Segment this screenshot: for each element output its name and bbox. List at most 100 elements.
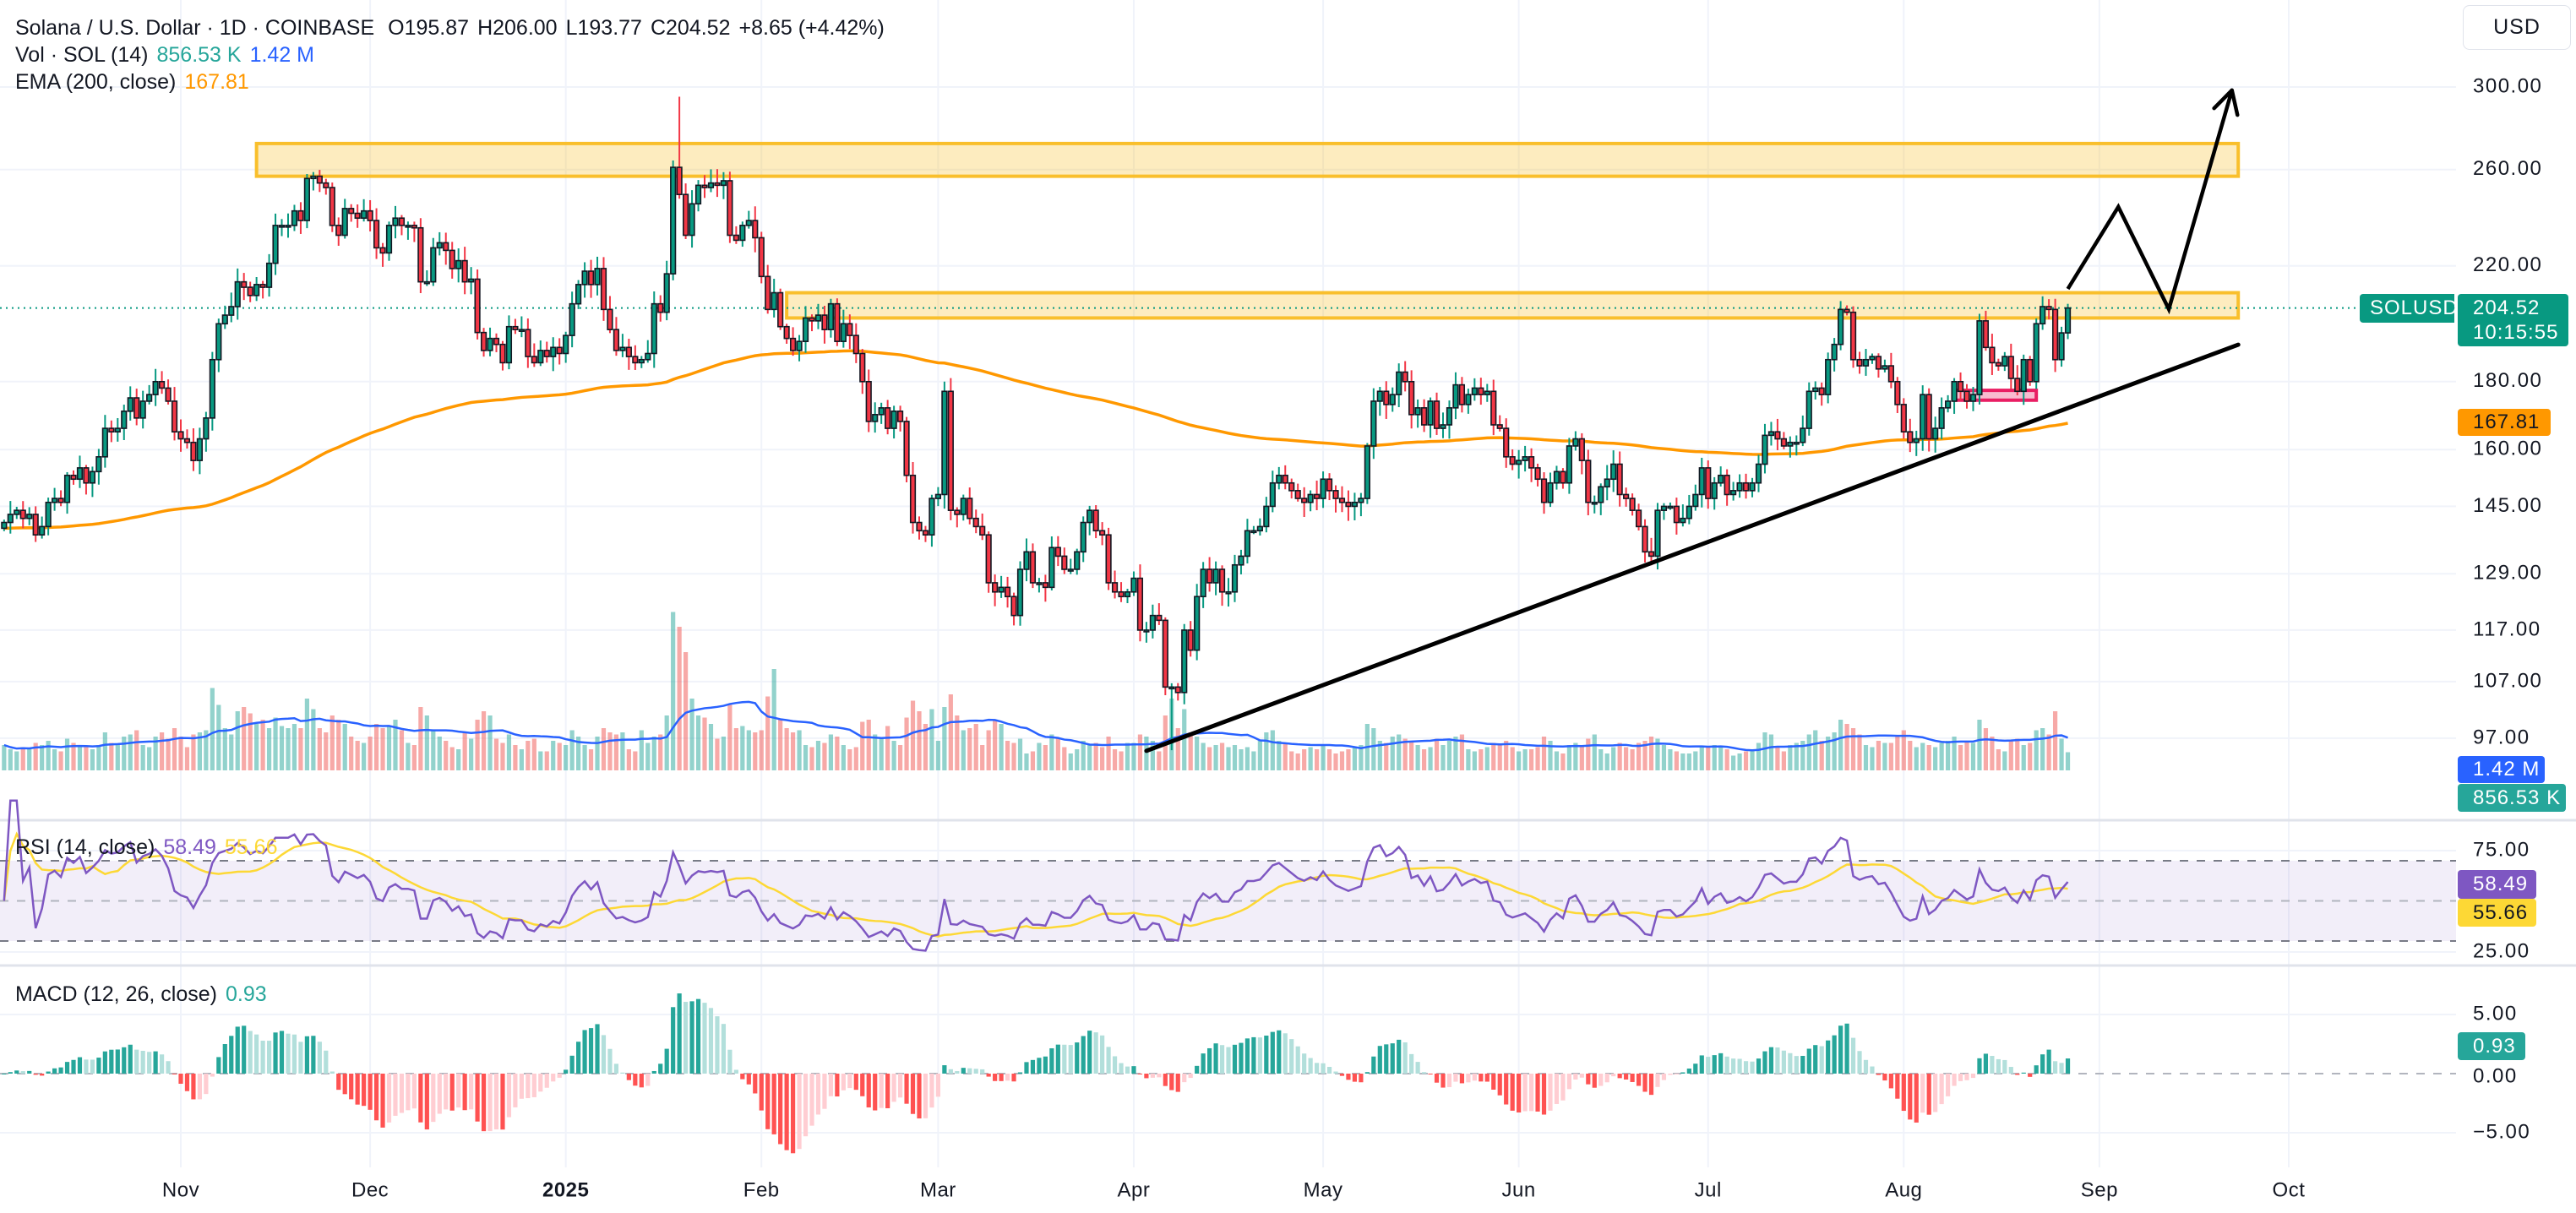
rsi-label[interactable]: RSI (14, close): [15, 835, 155, 859]
candle-body: [1320, 478, 1326, 499]
candle: [890, 405, 897, 439]
candle: [1250, 525, 1257, 535]
volume-ma: [3, 700, 2068, 752]
candle: [1654, 503, 1661, 570]
macd-histogram-bar: [860, 1074, 865, 1096]
macd-histogram-bar: [235, 1026, 240, 1074]
candle: [1560, 468, 1566, 489]
candle: [745, 210, 752, 229]
main-legend: Solana / U.S. Dollar · 1D · COINBASE O195…: [15, 14, 893, 41]
candle-body: [1370, 400, 1377, 447]
candle-body: [70, 474, 77, 481]
candle-body: [827, 302, 835, 330]
volume-bar: [368, 737, 373, 770]
candle: [373, 208, 380, 259]
candle-body: [1509, 456, 1516, 465]
candle-body: [152, 380, 159, 395]
volume-bar: [727, 704, 732, 770]
candle: [297, 202, 304, 234]
macd-histogram-bar: [721, 1024, 727, 1074]
candle: [531, 343, 537, 367]
volume-bar: [14, 751, 19, 770]
candle-body: [1244, 530, 1251, 558]
candle: [1616, 451, 1623, 507]
volume-bar: [595, 737, 600, 770]
macd-histogram-bar: [1112, 1056, 1118, 1074]
candle-body: [1749, 481, 1756, 492]
price-axis-label: 180.00: [2473, 369, 2542, 392]
volume-bar: [1926, 745, 1931, 770]
candle-body: [108, 427, 115, 433]
macd-histogram-bar: [1750, 1061, 1755, 1074]
candle-body: [543, 350, 550, 357]
macd-histogram-bar: [879, 1074, 884, 1108]
arrowhead-icon: [2212, 88, 2234, 111]
macd-histogram-bar: [128, 1044, 133, 1074]
candle-body: [1105, 534, 1112, 584]
candle-body: [916, 521, 923, 532]
candle-body: [411, 225, 417, 229]
candle: [865, 369, 872, 432]
candle-body: [739, 225, 746, 242]
candle-body: [909, 474, 917, 524]
macd-histogram-bar: [260, 1040, 265, 1074]
macd-histogram-bar: [815, 1074, 821, 1115]
macd-histogram-bar: [999, 1074, 1004, 1081]
candle-body: [196, 438, 204, 461]
candle: [430, 237, 437, 286]
candle: [1111, 570, 1119, 599]
candle: [1080, 516, 1086, 563]
volume-bar: [462, 732, 467, 770]
candle: [525, 318, 531, 368]
candle-body: [594, 268, 601, 286]
candle-body: [1610, 463, 1617, 481]
macd-histogram-bar: [1446, 1074, 1452, 1087]
candle-body: [2051, 308, 2059, 361]
candle-body: [518, 329, 525, 332]
candle-body: [1907, 431, 1914, 443]
macd-histogram-bar: [1901, 1074, 1906, 1112]
volume-bar: [1573, 742, 1578, 770]
candle-body: [941, 390, 948, 496]
candle-body: [645, 352, 651, 361]
volume-bar: [96, 745, 101, 770]
volume-bar: [1384, 742, 1389, 770]
candle-body: [1092, 509, 1099, 532]
macd-histogram-bar: [885, 1074, 890, 1108]
macd-histogram-bar: [1277, 1030, 1282, 1074]
volume-bar: [538, 751, 543, 770]
volume-bar: [393, 720, 398, 770]
candle: [878, 402, 885, 424]
candle-body: [651, 302, 657, 355]
ohlc-high: H206.00: [477, 16, 558, 40]
candle: [1364, 443, 1370, 504]
currency-button[interactable]: USD: [2463, 5, 2571, 50]
macd-histogram-bar: [1472, 1074, 1477, 1081]
volume-label[interactable]: Vol · SOL (14): [15, 43, 149, 67]
candle: [789, 327, 797, 356]
macd-histogram-bar: [1712, 1055, 1717, 1074]
volume-bar: [291, 724, 297, 770]
volume-bar: [1788, 745, 1793, 770]
candle: [1604, 465, 1610, 501]
volume-bar: [613, 734, 619, 770]
candle: [316, 170, 323, 193]
candle: [209, 351, 215, 431]
volume-bar: [917, 711, 922, 770]
symbol-title[interactable]: Solana / U.S. Dollar · 1D · COINBASE: [15, 16, 375, 40]
macd-histogram-bar: [1049, 1048, 1054, 1074]
candle: [979, 513, 986, 541]
volume-bar: [1624, 747, 1629, 770]
macd-label[interactable]: MACD (12, 26, close): [15, 982, 217, 1006]
candle: [1149, 604, 1156, 639]
candle: [1730, 481, 1737, 501]
volume-bar: [1339, 751, 1345, 770]
macd-histogram-bar: [557, 1074, 562, 1078]
macd-histogram-bar: [500, 1074, 505, 1130]
candle-body: [638, 358, 645, 364]
candle-body: [361, 209, 368, 220]
ema-label[interactable]: EMA (200, close): [15, 70, 177, 94]
volume-bar: [1453, 737, 1458, 770]
countdown: 10:15:55: [2473, 321, 2559, 344]
